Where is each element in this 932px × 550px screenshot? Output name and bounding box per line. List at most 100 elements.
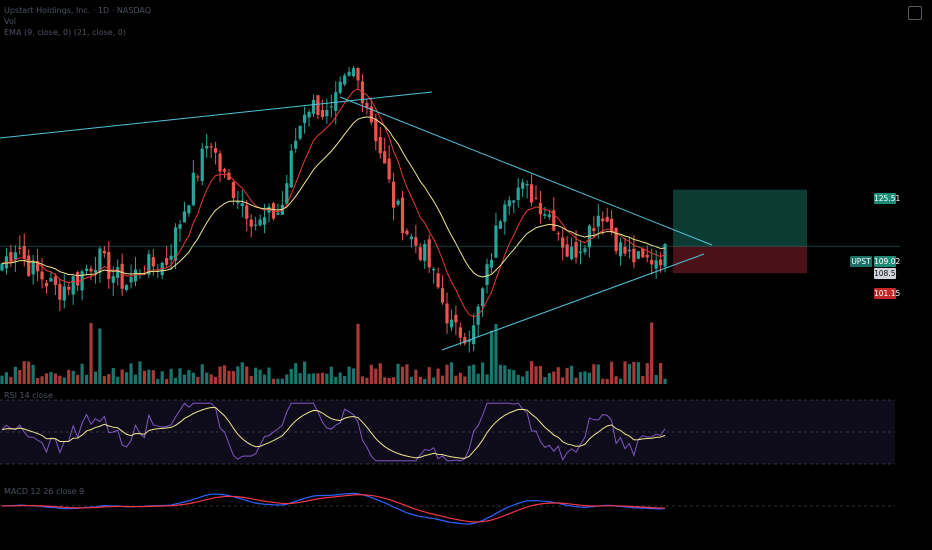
- volume-bar: [107, 374, 111, 384]
- candle-body: [9, 252, 13, 262]
- volume-bar: [280, 378, 284, 384]
- candle-body: [498, 221, 502, 229]
- candle-body: [561, 237, 565, 248]
- candle-body: [503, 204, 507, 222]
- volume-bar: [494, 324, 498, 384]
- volume-bar: [334, 376, 338, 384]
- candle-body: [556, 233, 560, 235]
- candle-body: [62, 286, 66, 301]
- candle-body: [165, 258, 169, 265]
- volume-bar: [13, 366, 17, 384]
- volume-bar: [182, 374, 187, 384]
- candle-body: [365, 103, 369, 108]
- candle-body: [307, 112, 311, 118]
- volume-bar: [236, 366, 240, 384]
- volume-bar: [298, 373, 302, 384]
- volume-bar: [378, 363, 382, 384]
- candle-body: [467, 340, 471, 342]
- volume-bar: [0, 375, 4, 384]
- volume-bar: [623, 361, 627, 384]
- volume-bar: [583, 371, 587, 384]
- candle-body: [49, 278, 53, 282]
- volume-bar: [650, 322, 654, 384]
- candle-body: [565, 244, 569, 257]
- volume-bar: [618, 378, 623, 384]
- volume-bar: [271, 378, 276, 384]
- candle-body: [378, 136, 382, 154]
- volume-bar: [610, 361, 614, 384]
- candle-body: [369, 106, 373, 123]
- volume-bar: [316, 373, 320, 384]
- candle-body: [254, 224, 258, 226]
- volume-bar: [400, 366, 405, 384]
- volume-bar: [445, 364, 449, 384]
- rsi-signal-line: [1, 406, 666, 459]
- volume-bar: [209, 374, 213, 384]
- upper-rising-trendline: [0, 91, 433, 139]
- candle-body: [476, 306, 480, 325]
- candle-body: [552, 210, 556, 231]
- candle-body: [400, 197, 405, 233]
- candle-body: [374, 118, 378, 142]
- candle-body: [191, 172, 195, 206]
- volume-bar: [641, 375, 645, 384]
- volume-bar: [498, 364, 502, 384]
- candle-body: [601, 218, 605, 222]
- candle-body: [445, 303, 449, 324]
- candle-body: [89, 268, 93, 272]
- volume-bar: [561, 377, 565, 384]
- candle-body: [396, 200, 400, 205]
- volume-bar: [138, 361, 142, 384]
- candle-body: [472, 325, 476, 345]
- candle-body: [516, 187, 520, 201]
- candle-body: [414, 237, 418, 246]
- candle-body: [80, 271, 84, 291]
- volume-bar: [58, 375, 62, 384]
- candle-body: [578, 251, 583, 254]
- candle-body: [13, 252, 17, 260]
- snapshot-icon[interactable]: [908, 6, 922, 20]
- candle-body: [356, 68, 360, 81]
- volume-bar: [454, 375, 458, 384]
- candle-body: [440, 288, 445, 303]
- volume-bar: [325, 373, 329, 384]
- volume-bar: [36, 378, 40, 384]
- volume-bar: [120, 369, 124, 384]
- candle-body: [187, 205, 191, 214]
- candle-body: [481, 288, 485, 307]
- volume-bar: [4, 372, 9, 384]
- volume-bar: [440, 375, 445, 384]
- volume-bar: [570, 365, 574, 384]
- volume-bar: [187, 370, 191, 384]
- volume-bar: [458, 372, 462, 384]
- candle-body: [659, 259, 663, 266]
- candle-body: [587, 225, 591, 248]
- candle-body: [623, 247, 627, 254]
- candle-body: [129, 277, 133, 283]
- candle-body: [133, 269, 138, 282]
- volume-bar: [392, 377, 396, 384]
- candle-body: [151, 257, 155, 267]
- candle-body: [436, 273, 440, 288]
- volume-bar: [62, 377, 66, 384]
- candle-body: [347, 71, 351, 76]
- volume-bar: [596, 364, 600, 384]
- candle-body: [125, 285, 129, 290]
- ema-fast-line: [1, 88, 666, 318]
- volume-bar: [418, 376, 422, 384]
- volume-bar: [9, 376, 13, 384]
- candle-body: [614, 228, 618, 252]
- volume-bar: [329, 366, 333, 384]
- volume-bar: [472, 364, 476, 384]
- volume-bar: [116, 376, 120, 384]
- volume-bar: [365, 377, 369, 384]
- candle-body: [0, 263, 4, 271]
- candle-body: [67, 286, 71, 290]
- candle-body: [432, 268, 436, 271]
- candle-body: [27, 255, 31, 276]
- candle-body: [512, 200, 516, 203]
- candle-body: [71, 276, 75, 295]
- secondary-price-tag: 108.55: [874, 268, 901, 279]
- volume-bar: [463, 376, 467, 384]
